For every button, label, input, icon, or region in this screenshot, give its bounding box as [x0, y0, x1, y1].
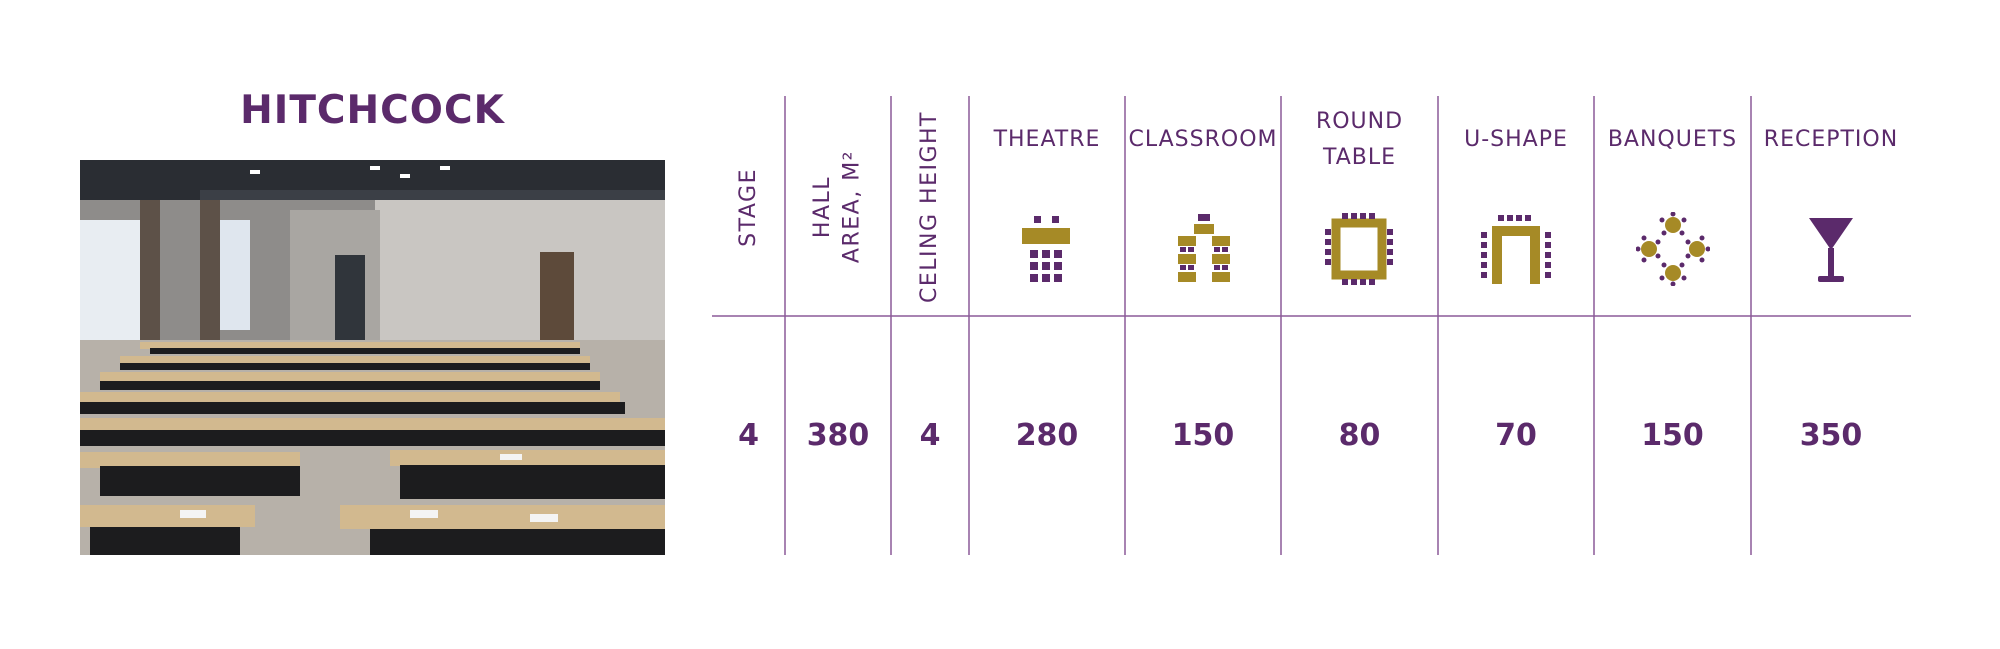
- theatre-layout-icon: [1022, 216, 1070, 282]
- value-theatre: 280: [1015, 418, 1079, 453]
- round-table-layout-icon: [1325, 213, 1393, 285]
- header-hall-area-line2: AREA, M²: [840, 150, 865, 264]
- value-stage: 4: [738, 418, 759, 453]
- value-u-shape: 70: [1495, 418, 1537, 453]
- value-reception: 350: [1799, 418, 1863, 453]
- value-classroom: 150: [1171, 418, 1235, 453]
- header-banquets: BANQUETS: [1607, 127, 1738, 152]
- header-stage-label: STAGE: [735, 167, 761, 247]
- header-ceiling-height-label: CELING HEIGHT: [917, 111, 943, 303]
- value-round-table: 80: [1338, 418, 1381, 453]
- header-round-table-line2: TABLE: [1322, 145, 1397, 171]
- header-ceiling-height: CELING HEIGHT: [891, 96, 969, 318]
- hall-title: HITCHCOCK: [240, 88, 505, 133]
- header-theatre: THEATRE: [993, 127, 1101, 152]
- header-hall-area-label: HALL AREA, M²: [808, 150, 867, 263]
- header-u-shape: U-SHAPE: [1464, 127, 1568, 152]
- header-hall-area-line1: HALL: [810, 175, 836, 239]
- header-round-table-line1: ROUND: [1315, 109, 1404, 134]
- u-shape-layout-icon: [1481, 215, 1551, 284]
- header-hall-area: HALL AREA, M²: [785, 96, 891, 318]
- value-ceiling-height: 4: [919, 418, 941, 453]
- banquet-layout-icon: [1636, 212, 1710, 286]
- value-hall-area: 380: [806, 418, 870, 453]
- header-stage: STAGE: [712, 96, 785, 318]
- value-banquets: 150: [1641, 418, 1704, 453]
- header-round-table: ROUND TABLE: [1281, 104, 1438, 177]
- header-reception: RECEPTION: [1763, 127, 1899, 152]
- hall-photo: [80, 160, 665, 555]
- classroom-layout-icon: [1178, 214, 1230, 282]
- header-classroom: CLASSROOM: [1128, 127, 1278, 152]
- cocktail-glass-icon: [1809, 218, 1853, 282]
